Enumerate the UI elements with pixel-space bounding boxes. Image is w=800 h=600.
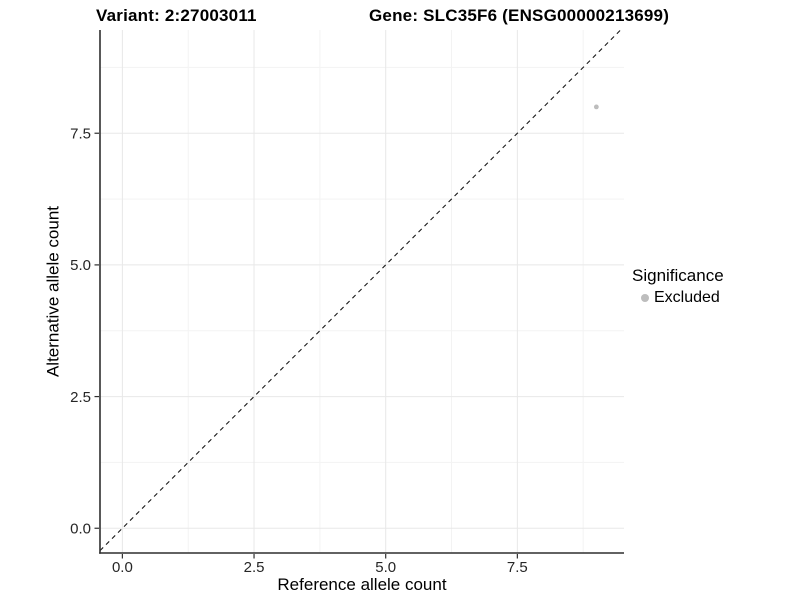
data-point [593,104,599,110]
y-tick-label: 0.0 [70,520,91,537]
legend-item-excluded: Excluded [632,289,724,307]
x-axis-title: Reference allele count [277,575,447,594]
x-tick-label: 2.5 [244,559,265,576]
legend-title: Significance [632,266,724,285]
y-tick-label: 7.5 [70,125,91,142]
gene-title: Gene: SLC35F6 (ENSG00000213699) [369,6,670,25]
variant-title: Variant: 2:27003011 [96,6,257,25]
identity-dashed-line [99,29,621,552]
x-tick-label: 5.0 [375,559,396,576]
y-tick-label: 2.5 [70,389,91,406]
x-tick-label: 7.5 [507,559,528,576]
legend: Significance Excluded [632,266,724,307]
x-tick-label: 0.0 [112,559,133,576]
y-axis-title: Alternative allele count [43,205,63,378]
excluded-point-icon [641,294,649,302]
y-tick-label: 5.0 [70,257,91,274]
legend-item-label: Excluded [654,289,720,306]
